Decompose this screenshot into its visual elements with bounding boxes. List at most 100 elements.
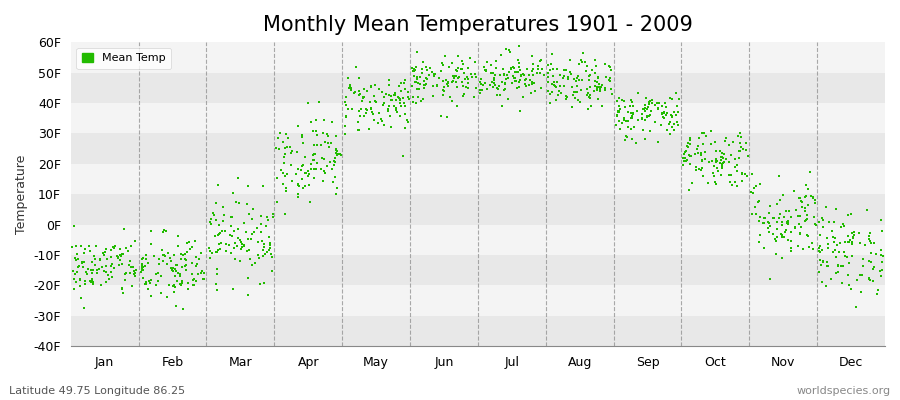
Point (263, 242, 277, 248)
Point (695, 156, 709, 163)
Point (813, 232, 827, 238)
Point (278, 131, 293, 138)
Point (391, 93, 405, 100)
Point (149, 271, 164, 277)
Point (182, 239, 196, 246)
Point (846, 234, 860, 241)
Point (533, 70, 547, 76)
Point (352, 87, 366, 94)
Point (580, 92, 594, 98)
Point (202, 245, 216, 251)
Point (651, 139, 665, 146)
Point (547, 78, 562, 85)
Point (799, 217, 814, 223)
Point (583, 92, 598, 99)
Point (156, 258, 170, 264)
Point (793, 213, 807, 220)
Point (364, 106, 378, 112)
Point (845, 253, 859, 259)
Point (752, 232, 767, 238)
Point (797, 208, 812, 214)
Point (97, 268, 112, 274)
Point (261, 247, 275, 253)
Point (377, 94, 392, 100)
Point (860, 207, 875, 213)
Point (598, 87, 613, 93)
Point (203, 216, 218, 222)
Point (709, 158, 724, 164)
Point (487, 77, 501, 83)
Point (359, 107, 374, 114)
Point (713, 160, 727, 166)
Point (294, 162, 309, 169)
Point (761, 220, 776, 226)
Point (472, 90, 487, 96)
Point (325, 118, 339, 125)
Point (635, 116, 650, 122)
Point (781, 221, 796, 228)
Point (522, 82, 536, 88)
Point (696, 141, 710, 147)
Point (774, 231, 788, 238)
Point (426, 82, 440, 89)
Point (413, 80, 428, 87)
Point (806, 195, 820, 202)
Point (125, 282, 140, 289)
Point (465, 74, 480, 81)
Point (557, 67, 572, 74)
Point (166, 268, 181, 274)
Point (393, 80, 408, 86)
Point (698, 130, 712, 136)
Point (451, 65, 465, 71)
Point (598, 74, 613, 80)
Point (357, 112, 372, 119)
Point (516, 71, 530, 78)
Point (869, 250, 884, 257)
Point (420, 66, 435, 73)
Point (635, 106, 650, 112)
Point (581, 94, 596, 100)
Point (612, 107, 626, 114)
Point (598, 85, 612, 91)
Point (468, 59, 482, 65)
Point (298, 183, 312, 190)
Point (770, 218, 785, 225)
Point (682, 161, 697, 168)
Point (351, 118, 365, 125)
Point (333, 151, 347, 157)
Point (234, 246, 248, 252)
Point (705, 158, 719, 165)
Point (104, 269, 119, 275)
Point (526, 66, 540, 72)
Point (590, 79, 604, 86)
Point (588, 70, 602, 76)
Point (237, 220, 251, 226)
Point (315, 178, 329, 184)
Point (251, 252, 266, 258)
Point (842, 233, 856, 240)
Point (306, 128, 320, 134)
Point (833, 240, 848, 246)
Point (829, 206, 843, 212)
Point (394, 103, 409, 110)
Point (70, 269, 85, 275)
Point (849, 304, 863, 311)
Point (852, 272, 867, 278)
Point (427, 73, 441, 80)
Point (777, 214, 791, 220)
Point (448, 67, 463, 73)
Point (160, 261, 175, 268)
Point (498, 81, 512, 87)
Point (867, 266, 881, 272)
Point (432, 75, 446, 82)
Point (322, 144, 337, 150)
Point (682, 135, 697, 141)
Point (689, 167, 704, 173)
Point (801, 233, 815, 239)
Point (494, 51, 508, 58)
Point (651, 105, 665, 111)
Point (193, 256, 207, 262)
Point (210, 287, 224, 293)
Point (278, 184, 293, 191)
Point (543, 100, 557, 106)
